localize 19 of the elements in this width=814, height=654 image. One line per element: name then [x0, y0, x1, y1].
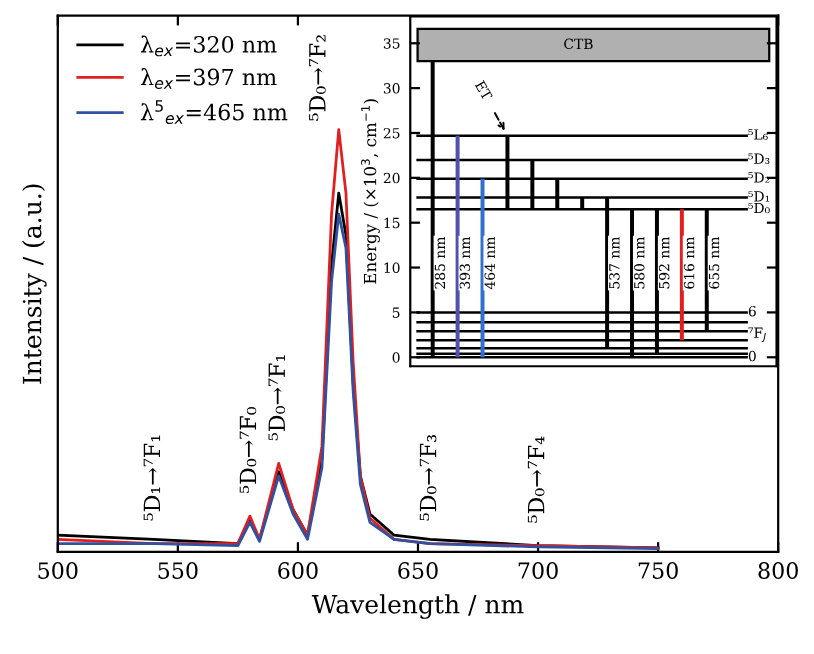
x-tick-label: 650 [398, 562, 438, 579]
legend-label: λ$^{5}$$_{ex}$=465 nm [140, 100, 288, 125]
x-tick-label: 800 [758, 562, 798, 579]
x-tick-label: 600 [278, 562, 318, 579]
x-tick-label: 550 [158, 562, 198, 579]
annotation: ⁵D₀→⁷F₀ [239, 406, 257, 494]
legend-label: λ$_{ex}$=397 nm [140, 68, 277, 89]
y-axis-title: Energy / (×10$^{3}$, cm$^{−1}$) [361, 99, 380, 284]
legend-label: λ$_{ex}$=320 nm [140, 35, 277, 57]
annotation: ⁵D₀→⁷F₄ [527, 436, 545, 523]
y-axis-title: Intensity / (a.u.) [22, 184, 47, 384]
annotation: ⁵D₁→⁷F₁ [143, 435, 161, 521]
annotation: ⁵D₀→⁷F₂ [309, 35, 326, 121]
annotation: ⁵D₀→⁷F₁ [268, 355, 286, 441]
x-tick-label: 700 [518, 562, 558, 579]
x-tick-label: 750 [638, 562, 678, 579]
annotation: ⁵D₀→⁷F₃ [419, 434, 437, 521]
x-tick-label: 500 [38, 562, 78, 579]
x-axis-title: Wavelength / nm [311, 594, 524, 619]
